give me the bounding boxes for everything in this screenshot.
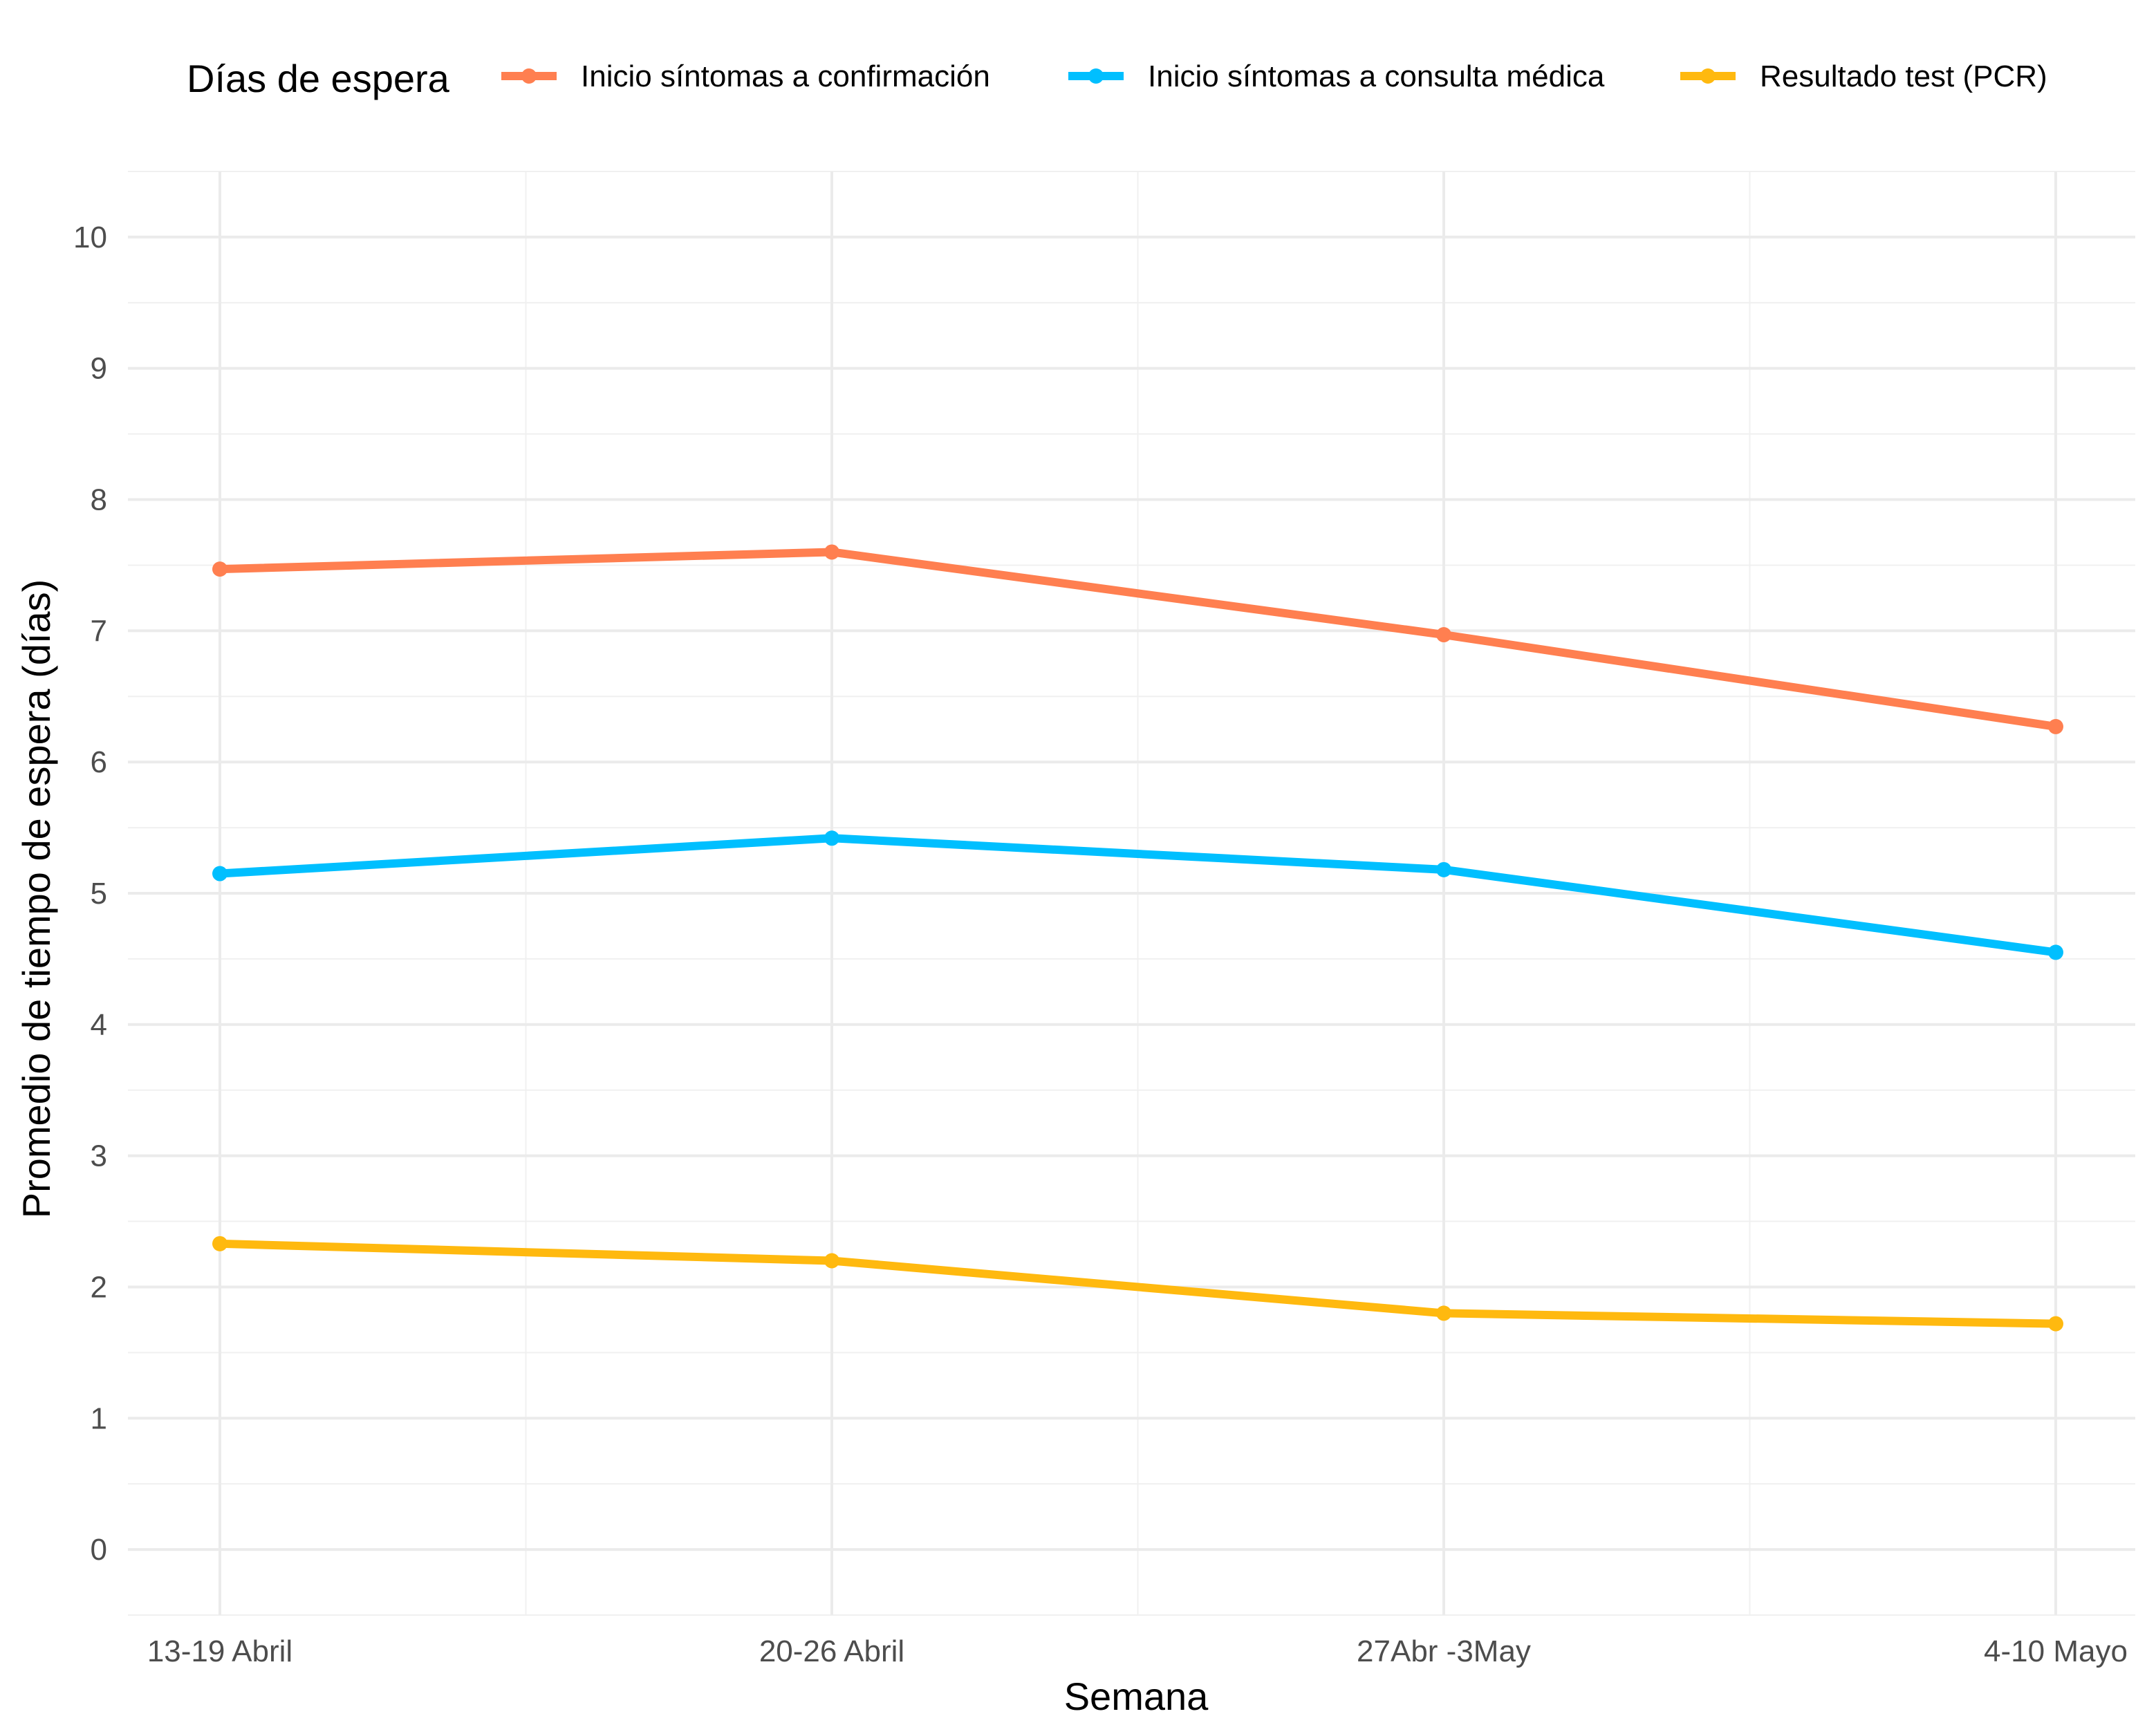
y-axis-tick-labels: 0 1 2 3 4 5 6 7 8 9 10 (73, 221, 107, 1567)
legend-label: Resultado test (PCR) (1760, 59, 2047, 93)
series-lines (219, 548, 2056, 1328)
legend-label: Inicio síntomas a confirmación (581, 59, 990, 93)
x-axis-title: Semana (1064, 1675, 1209, 1718)
legend-key-point (521, 68, 537, 84)
series-line (219, 548, 2056, 731)
data-point (824, 544, 839, 560)
legend-key-point (1088, 68, 1104, 84)
y-tick-label: 3 (91, 1139, 107, 1173)
legend-label: Inicio síntomas a consulta médica (1148, 59, 1605, 93)
data-point (1436, 861, 1451, 877)
series-points (212, 544, 2063, 1332)
legend: Días de espera Inicio síntomas a confirm… (187, 57, 2047, 100)
y-tick-label: 7 (91, 614, 107, 648)
x-axis-tick-labels: 13-19 Abril 20-26 Abril 27Abr -3May 4-10 Ma… (147, 1634, 2128, 1668)
y-axis-title: Promedio de tiempo de espera (días) (15, 579, 58, 1219)
data-point (212, 1236, 227, 1251)
legend-items: Inicio síntomas a confirmación Inicio sín… (501, 59, 2047, 93)
y-tick-label: 6 (91, 745, 107, 779)
legend-title: Días de espera (187, 57, 450, 100)
x-tick-label: 13-19 Abril (147, 1634, 292, 1668)
y-tick-label: 9 (91, 352, 107, 386)
x-tick-label: 27Abr -3May (1357, 1634, 1531, 1668)
legend-key-point (1700, 68, 1716, 84)
y-tick-label: 5 (91, 877, 107, 911)
y-tick-label: 8 (91, 483, 107, 517)
y-tick-label: 2 (91, 1270, 107, 1304)
x-tick-label: 4-10 Mayo (1984, 1634, 2128, 1668)
data-point (824, 830, 839, 846)
data-point (2048, 1316, 2063, 1332)
y-tick-label: 10 (73, 221, 107, 254)
y-tick-label: 4 (91, 1008, 107, 1042)
data-point (212, 866, 227, 882)
series-line (219, 1239, 2056, 1328)
data-point (824, 1253, 839, 1269)
major-gridlines (128, 171, 2135, 1615)
data-point (212, 561, 227, 577)
x-tick-label: 20-26 Abril (759, 1634, 904, 1668)
y-tick-label: 1 (91, 1401, 107, 1435)
data-point (2048, 718, 2063, 734)
series-line (219, 834, 2056, 957)
data-point (2048, 944, 2063, 960)
data-point (1436, 1305, 1451, 1321)
y-tick-label: 0 (91, 1533, 107, 1567)
data-point (1436, 627, 1451, 643)
